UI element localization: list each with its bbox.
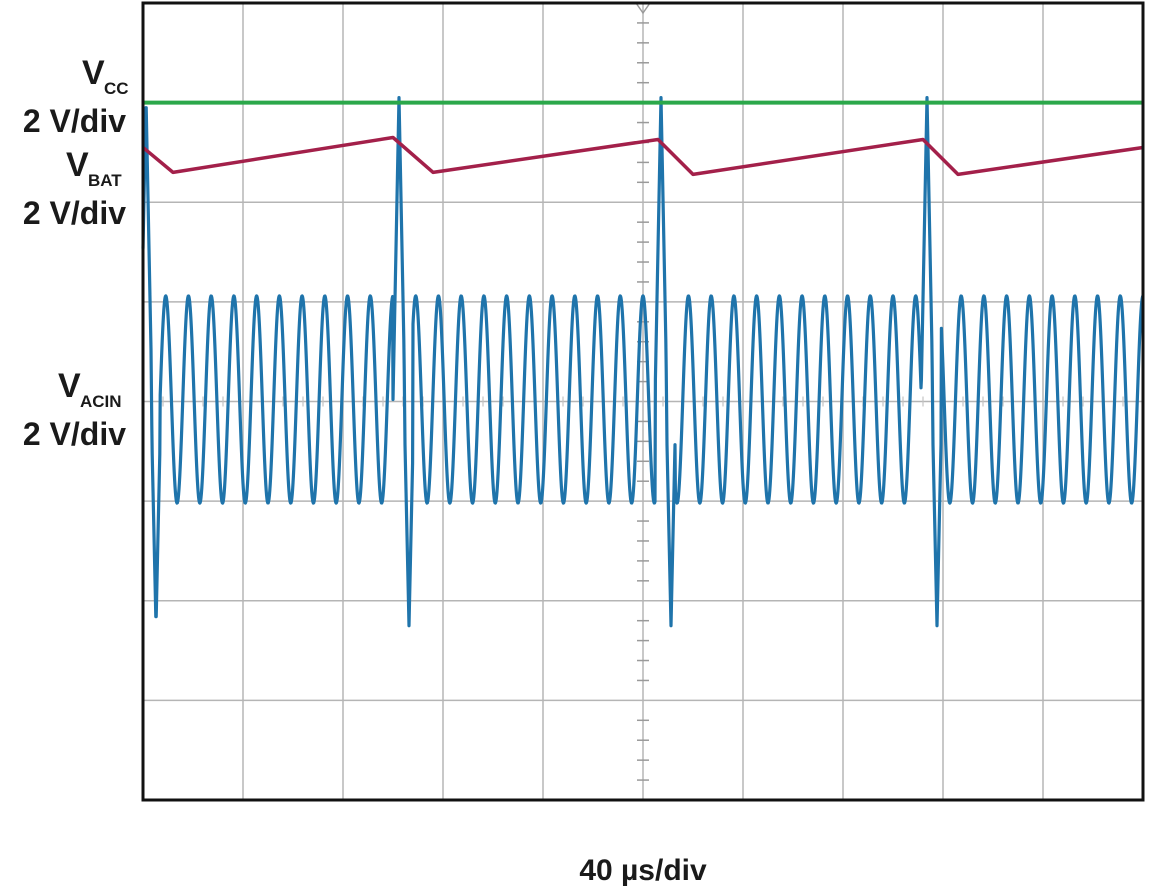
traces [141,96,1145,628]
scope-grid [143,3,1143,800]
trace-vcc [141,135,1144,177]
channel-subscript-vacin: ACIN [80,392,122,411]
trigger-marker-icon [635,2,651,15]
channel-subscript-vcc: CC [104,79,129,98]
channel-scale-vbat: 2 V/div [23,195,126,231]
channel-label-vcc: V [82,54,105,92]
channel-scale-vcc: 2 V/div [23,103,126,139]
scope-frame [141,1,1145,802]
x-axis-label: 40 µs/div [579,854,707,887]
channel-subscript-vbat: BAT [88,171,122,190]
channel-label-vbat: V [66,146,89,184]
channel-scale-vacin: 2 V/div [23,416,126,452]
channel-label-vacin: V [58,367,81,405]
trace-vacin [141,96,1145,628]
